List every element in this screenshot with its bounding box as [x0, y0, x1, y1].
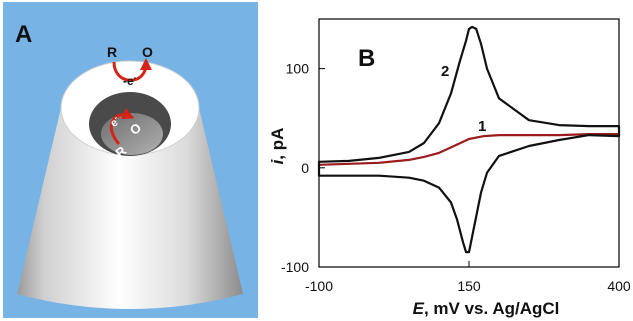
panel-b-chart: 100 0 -100 -100 150 400 B 2 1 i, pA E, mV vs…: [268, 18, 631, 318]
outer-reaction-arrow: [112, 58, 152, 82]
series-line-2: [317, 25, 621, 254]
x-tick-label: 400: [607, 278, 631, 294]
outer-reduced-label: R: [107, 44, 117, 60]
x-axis-ticks: -100 150 400: [305, 261, 631, 294]
y-tick-label: 0: [301, 160, 309, 176]
y-tick-label: 100: [286, 61, 310, 77]
y-axis-ticks: 100 0 -100: [281, 61, 325, 275]
curve-label-2: 2: [441, 63, 449, 80]
x-tick-label: -100: [305, 278, 333, 294]
series-line-1: [318, 133, 619, 166]
y-axis-label: i, pA: [268, 128, 287, 165]
y-tick-label: -100: [281, 259, 309, 275]
outer-electron-label: -e-: [123, 73, 137, 88]
panel-a-label: A: [15, 21, 32, 48]
outer-oxidized-label: O: [142, 44, 153, 60]
plot-area: [318, 18, 620, 268]
panel-a-schematic: R O -e- e- O R A: [3, 2, 258, 318]
inner-reaction-arrow: [109, 108, 135, 145]
x-axis-label: E, mV vs. Ag/AgCl: [413, 299, 560, 318]
panel-b-label: B: [358, 45, 375, 72]
curve-label-1: 1: [478, 118, 486, 135]
cone-body: [17, 108, 243, 309]
series-layer: [317, 25, 621, 254]
x-tick-label: 150: [457, 278, 481, 294]
well-floor: [101, 113, 163, 155]
